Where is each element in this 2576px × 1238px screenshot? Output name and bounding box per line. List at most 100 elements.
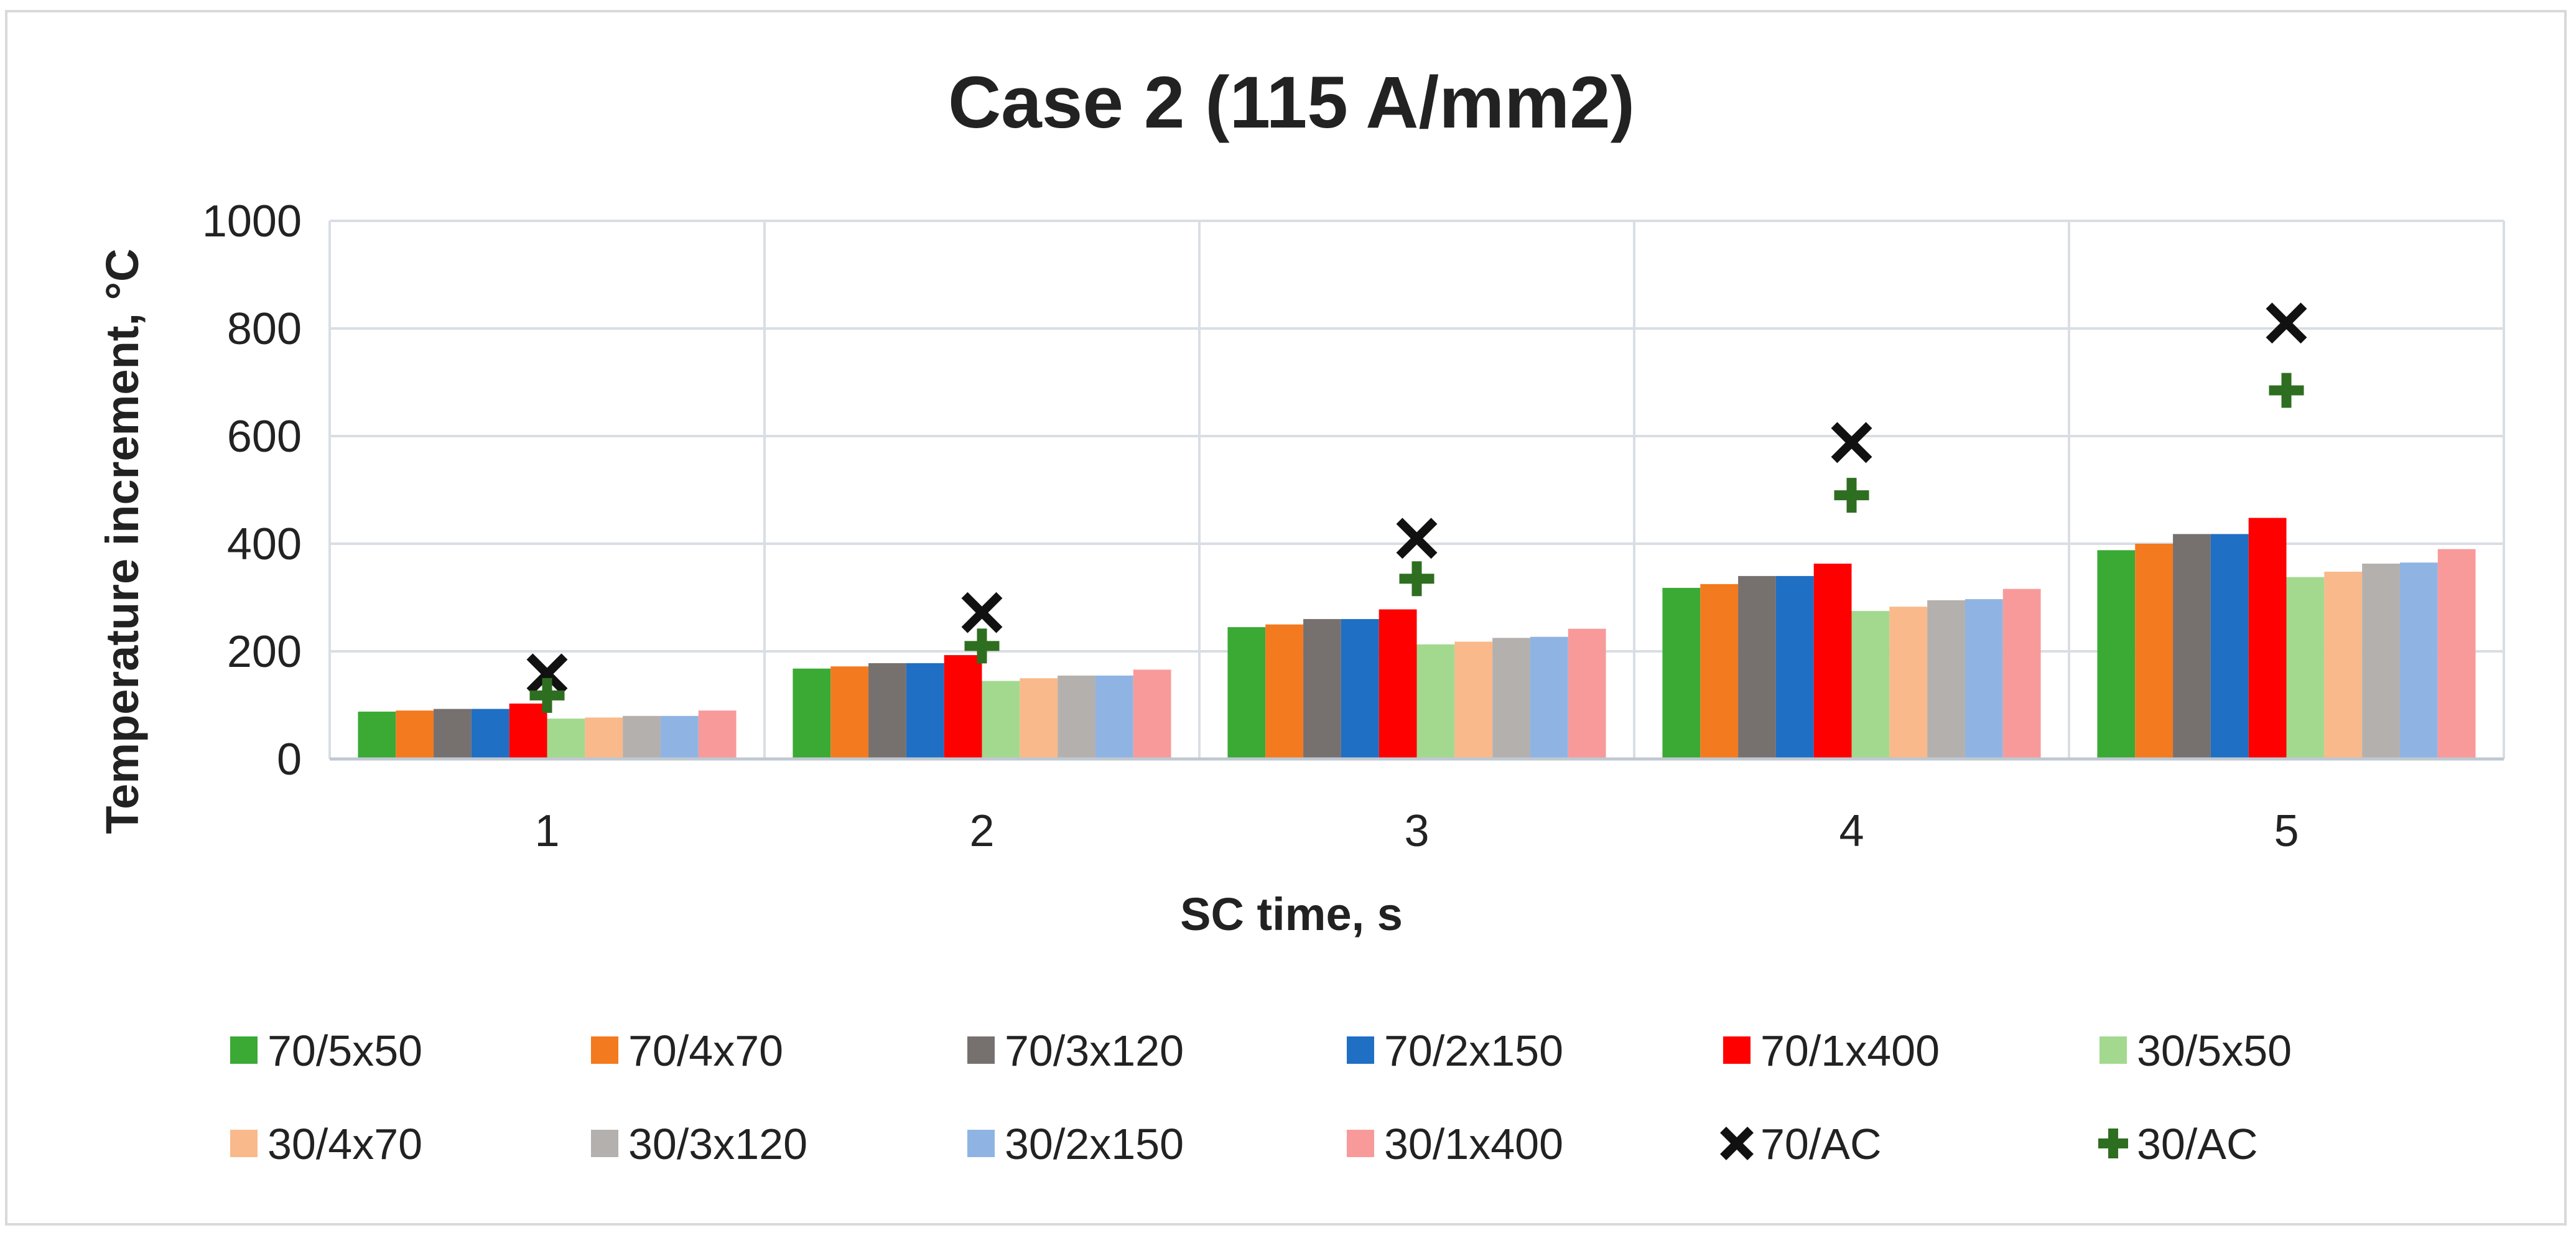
legend-item: 70/3x120 <box>967 1026 1184 1075</box>
legend-swatch <box>591 1036 618 1064</box>
legend-plus-marker <box>2098 1129 2128 1158</box>
bar-70-1x400 <box>1813 564 1852 759</box>
chart-title: Case 2 (115 A/mm2) <box>948 62 1635 144</box>
bar-30-5x50 <box>1851 611 1890 759</box>
bar-30-1x400 <box>698 710 737 759</box>
bar-30-2x150 <box>660 715 699 759</box>
bar-70-5x50 <box>2097 550 2136 759</box>
bar-30-2x150 <box>1530 636 1568 759</box>
legend-label: 30/3x120 <box>628 1120 807 1168</box>
legend-label: 30/AC <box>2137 1120 2258 1168</box>
legend-item: 30/3x120 <box>591 1120 807 1168</box>
x-tick-label: 2 <box>969 806 994 856</box>
legend-swatch <box>967 1130 995 1157</box>
bar-70-3x120 <box>2173 534 2211 759</box>
bar-30-1x400 <box>2437 549 2476 759</box>
marker-30-ac <box>529 677 565 713</box>
legend-item: 30/2x150 <box>967 1120 1184 1168</box>
bar-30-2x150 <box>1965 599 2003 759</box>
bar-70-4x70 <box>1700 584 1739 759</box>
marker-70-ac <box>2266 302 2307 344</box>
legend-label: 70/AC <box>1760 1120 1882 1168</box>
marker-70-ac <box>1831 422 1872 463</box>
bar-30-3x120 <box>1492 638 1530 759</box>
bar-30-3x120 <box>623 715 661 759</box>
bar-30-5x50 <box>2286 577 2325 759</box>
y-tick-label: 400 <box>227 519 302 569</box>
bar-70-4x70 <box>2135 544 2174 759</box>
y-tick-label: 0 <box>277 735 302 784</box>
bar-70-5x50 <box>1662 587 1701 759</box>
legend-label: 30/2x150 <box>1005 1120 1184 1168</box>
legend-swatch <box>967 1036 995 1064</box>
legend-label: 30/4x70 <box>267 1120 422 1168</box>
markers <box>526 302 2307 713</box>
legend-item: 70/2x150 <box>1347 1026 1563 1075</box>
bar-70-4x70 <box>1265 624 1304 759</box>
legend: 70/5x50 70/4x70 70/3x120 70/2x150 70/1x400 30… <box>230 1026 2292 1168</box>
bar-70-4x70 <box>830 666 869 759</box>
bar-70-1x400 <box>1379 609 1417 759</box>
legend-swatch <box>1723 1036 1751 1064</box>
bar-30-3x120 <box>1927 600 1965 759</box>
bar-30-4x70 <box>2324 571 2363 759</box>
bar-70-4x70 <box>396 710 434 759</box>
x-tick-label: 1 <box>534 806 559 856</box>
bar-70-1x400 <box>2248 518 2287 759</box>
bar-70-2x150 <box>1775 575 1814 759</box>
legend-swatch <box>1347 1036 1374 1064</box>
bar-70-5x50 <box>358 711 396 759</box>
marker-30-ac <box>1399 561 1434 597</box>
y-tick-label: 200 <box>227 627 302 677</box>
bar-30-5x50 <box>1416 644 1455 759</box>
marker-70-ac <box>526 653 568 695</box>
legend-label: 70/3x120 <box>1005 1026 1184 1075</box>
bar-30-5x50 <box>547 719 585 759</box>
legend-item: 70/5x50 <box>230 1026 422 1075</box>
bar-30-4x70 <box>1454 641 1493 759</box>
bar-70-2x150 <box>906 663 944 759</box>
bar-30-4x70 <box>1889 607 1928 759</box>
legend-item: 30/4x70 <box>230 1120 422 1168</box>
x-tick-label: 3 <box>1404 806 1429 856</box>
legend-swatch <box>591 1130 618 1157</box>
bar-70-5x50 <box>793 668 831 759</box>
bar-70-2x150 <box>471 709 509 759</box>
bar-30-5x50 <box>982 681 1020 759</box>
legend-label: 30/5x50 <box>2137 1026 2292 1075</box>
legend-item: 70/1x400 <box>1723 1026 1940 1075</box>
bar-70-1x400 <box>509 703 547 759</box>
y-tick-label: 800 <box>227 304 302 354</box>
bar-30-4x70 <box>585 717 623 759</box>
x-tick-label: 4 <box>1839 806 1864 856</box>
bar-70-2x150 <box>1341 619 1379 759</box>
y-tick-label: 600 <box>227 412 302 462</box>
x-tick-label: 5 <box>2274 806 2299 856</box>
bar-30-4x70 <box>1020 678 1058 759</box>
y-axis-label: Temperature increment, °C <box>96 248 148 834</box>
bar-30-1x400 <box>1568 628 1606 759</box>
bar-30-1x400 <box>2002 589 2041 759</box>
marker-70-ac <box>1396 518 1438 559</box>
legend-swatch <box>230 1130 258 1157</box>
y-tick-label: 1000 <box>202 197 302 246</box>
bar-70-3x120 <box>434 709 472 759</box>
legend-swatch <box>2099 1036 2127 1064</box>
legend-item: 70/4x70 <box>591 1026 783 1075</box>
x-axis-label: SC time, s <box>1180 888 1403 940</box>
bar-30-3x120 <box>2362 564 2400 759</box>
bar-70-3x120 <box>868 663 906 759</box>
legend-swatch <box>1347 1130 1374 1157</box>
legend-item: 70/AC <box>1720 1120 1882 1168</box>
marker-30-ac <box>1834 478 1869 513</box>
legend-item: 30/1x400 <box>1347 1120 1563 1168</box>
marker-30-ac <box>964 628 1000 664</box>
legend-label: 70/1x400 <box>1760 1026 1940 1075</box>
bar-30-2x150 <box>1095 675 1133 759</box>
bar-30-1x400 <box>1133 669 1171 759</box>
legend-label: 70/5x50 <box>267 1026 422 1075</box>
legend-label: 70/2x150 <box>1384 1026 1563 1075</box>
axes: 0 200 400 600 800 1000 1 2 3 4 5 <box>202 197 2504 856</box>
